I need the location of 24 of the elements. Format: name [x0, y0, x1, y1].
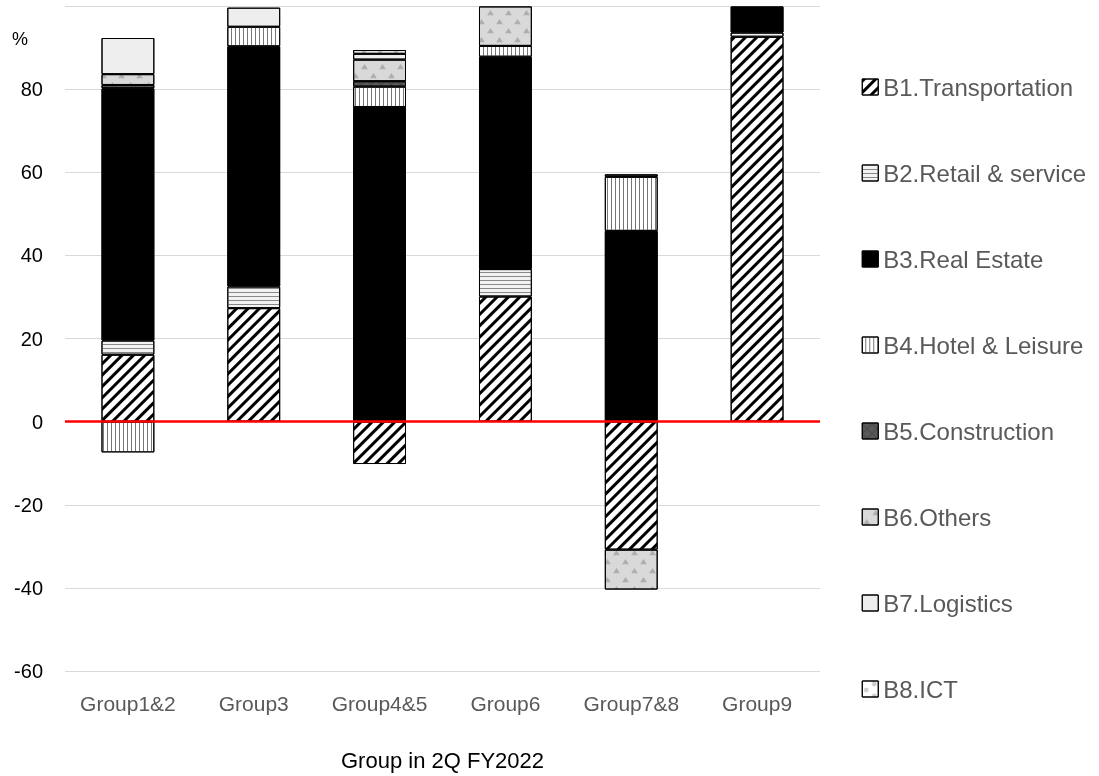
y-axis-title: % [12, 29, 29, 49]
x-tick-label: Group7&8 [583, 692, 680, 715]
x-tick-label: Group6 [470, 692, 541, 715]
x-tick-label: Group9 [722, 692, 793, 715]
legend-label: B3.Real Estate [883, 245, 1044, 273]
y-tick-label: 80 [20, 78, 43, 101]
y-tick-label: -20 [14, 493, 43, 516]
x-tick-label: Group4&5 [331, 692, 428, 715]
legend-label: B7.Logistics [883, 589, 1013, 617]
y-tick-label: 0 [31, 410, 43, 433]
legend-label: B1.Transportation [883, 73, 1074, 101]
x-axis-title: Group in 2Q FY2022 [340, 747, 545, 773]
legend-label: B8.ICT [883, 675, 959, 703]
legend-label: B5.Construction [883, 417, 1055, 445]
y-tick-label: 40 [20, 244, 43, 267]
y-tick-label: 20 [20, 327, 43, 350]
y-tick-label: -40 [14, 576, 43, 599]
y-tick-label: 60 [20, 161, 43, 184]
legend-label: B6.Others [883, 503, 992, 531]
legend-label: B4.Hotel & Leisure [883, 331, 1084, 359]
y-tick-label: -60 [14, 660, 43, 682]
legend-label: B2.Retail & service [883, 159, 1086, 187]
x-tick-label: Group3 [218, 692, 289, 715]
x-tick-label: Group1&2 [80, 692, 176, 715]
